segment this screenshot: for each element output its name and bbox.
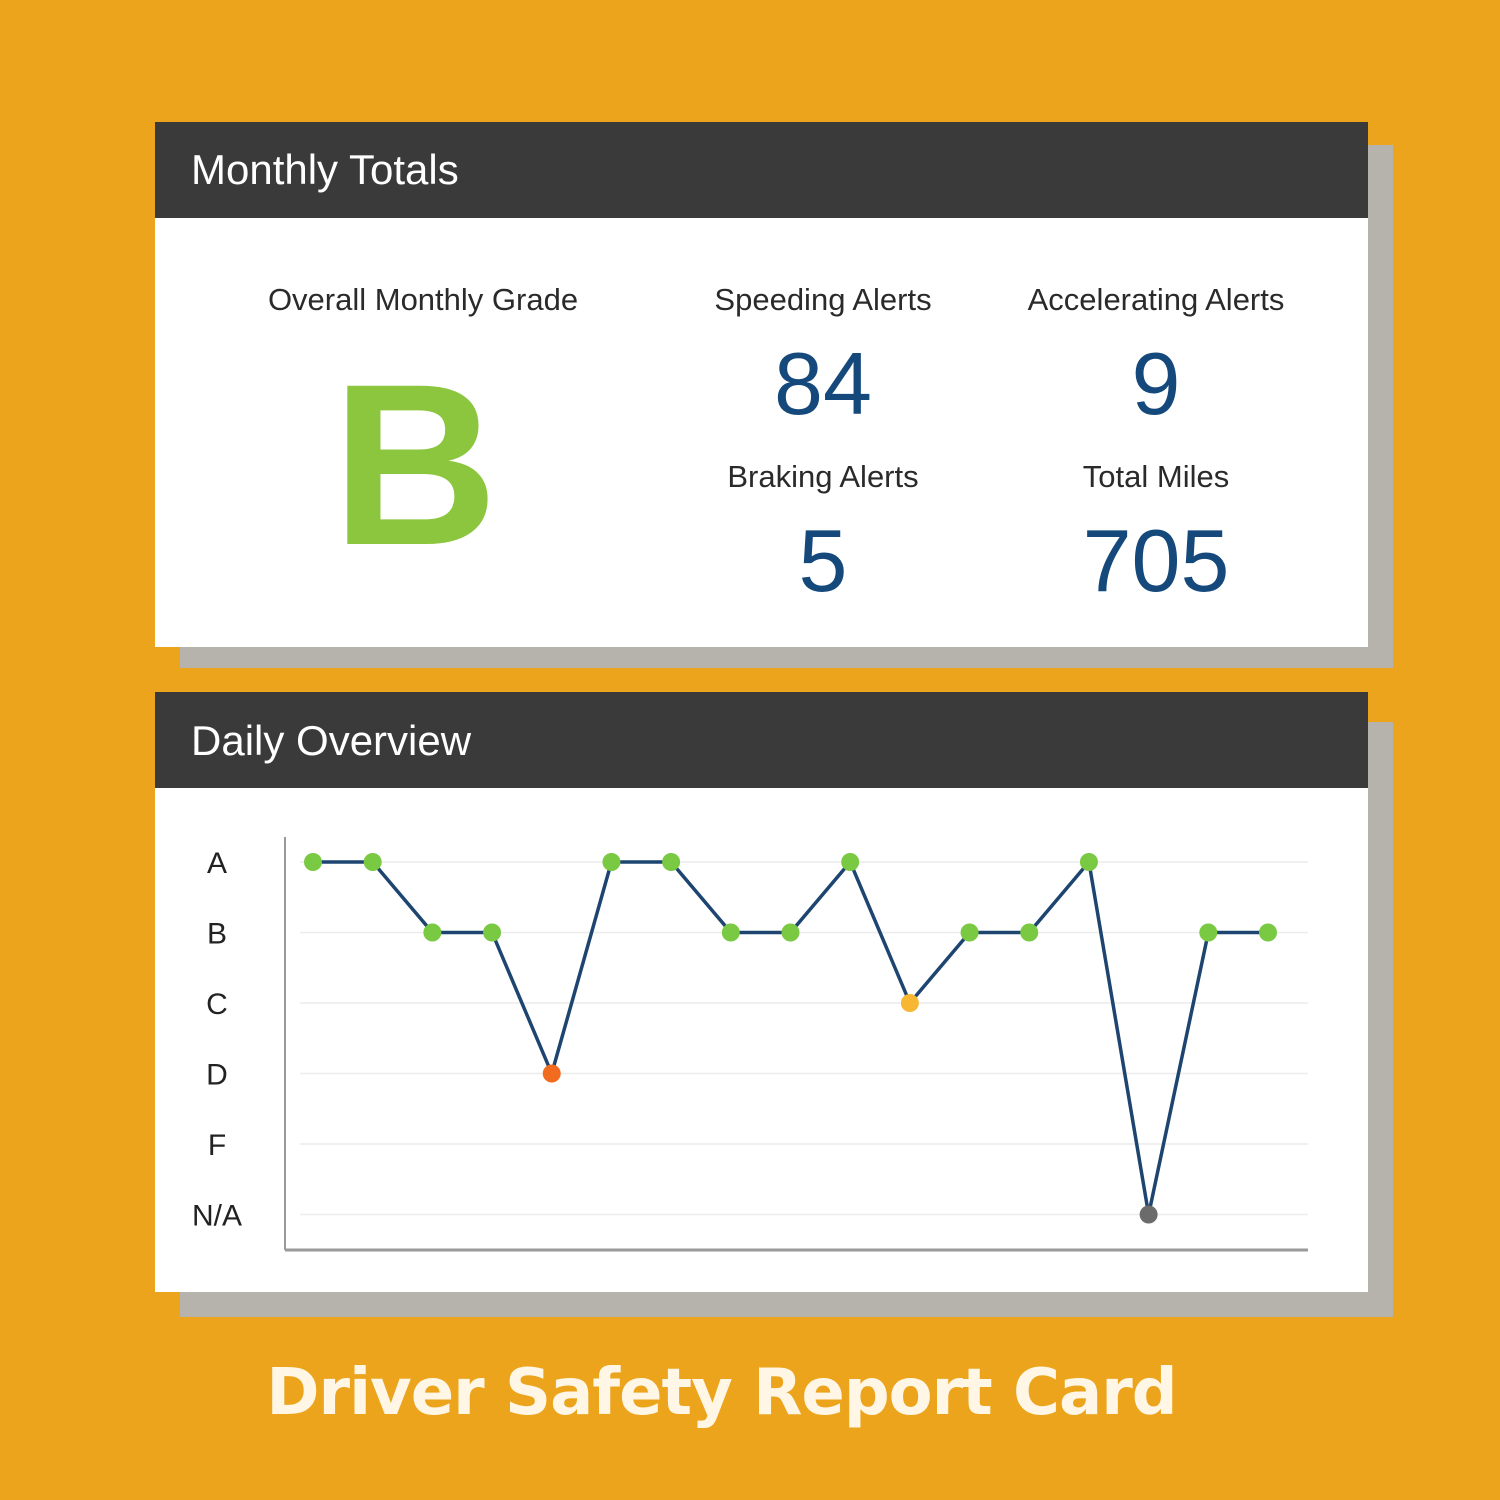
- grade-point: [1020, 923, 1039, 942]
- grade-point: [423, 923, 442, 942]
- overall-grade-value: B: [331, 336, 499, 593]
- grade-series-line: [313, 860, 1268, 1217]
- monthly-totals-card: Monthly Totals Overall Monthly Grade B S…: [155, 122, 1368, 647]
- y-tick-label: N/A: [192, 1200, 242, 1233]
- speeding-alerts-label: Speeding Alerts: [714, 282, 932, 317]
- grade-point: [1079, 853, 1098, 871]
- total-miles-value: 705: [1082, 511, 1230, 610]
- grade-point: [1139, 1205, 1158, 1224]
- daily-overview-card: Daily Overview A B C D F N/A: [155, 692, 1368, 1292]
- y-tick-label: B: [207, 918, 227, 951]
- speeding-alerts-value: 84: [774, 334, 872, 433]
- report-card-title: Driver Safety Report Card: [266, 1356, 1177, 1430]
- accelerating-alerts-value: 9: [1131, 334, 1181, 433]
- grade-point: [304, 853, 322, 871]
- grade-point: [900, 994, 919, 1012]
- monthly-totals-title: Monthly Totals: [155, 122, 1368, 218]
- y-tick-label: A: [207, 847, 227, 880]
- grade-point: [483, 923, 502, 942]
- daily-overview-title: Daily Overview: [155, 692, 1368, 788]
- braking-alerts-value: 5: [798, 511, 848, 610]
- grade-point: [542, 1064, 561, 1083]
- grade-point: [960, 923, 979, 942]
- grade-point: [1259, 923, 1277, 942]
- grade-point: [721, 923, 740, 942]
- grade-point: [781, 923, 800, 942]
- total-miles-label: Total Miles: [1082, 459, 1230, 494]
- y-tick-label: C: [206, 988, 228, 1021]
- overall-grade-label: Overall Monthly Grade: [267, 282, 579, 317]
- braking-alerts-label: Braking Alerts: [727, 459, 919, 494]
- y-tick-label: D: [206, 1059, 228, 1092]
- accelerating-alerts-label: Accelerating Alerts: [1027, 282, 1285, 317]
- daily-grade-chart: A B C D F N/A: [192, 837, 1308, 1252]
- grade-point: [662, 853, 681, 871]
- grade-point: [841, 853, 860, 871]
- y-tick-label: F: [208, 1129, 226, 1162]
- grade-point: [363, 853, 382, 871]
- grade-point: [1199, 923, 1218, 942]
- grade-point: [602, 853, 621, 871]
